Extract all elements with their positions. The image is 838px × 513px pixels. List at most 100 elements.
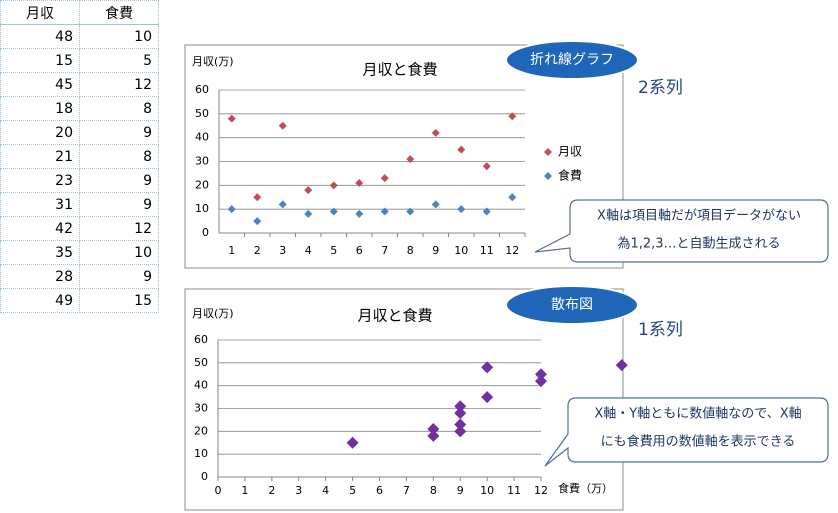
row: 35 10 — [0, 240, 159, 265]
x-tick-label: 8 — [430, 484, 437, 497]
x-tick-label: 1 — [228, 244, 235, 257]
chart-title: 月収と食費 — [362, 61, 437, 79]
x-tick-label: 7 — [381, 244, 388, 257]
callout-text: X軸は項目軸だが項目データがない — [597, 208, 801, 224]
marker — [615, 359, 628, 372]
cell[interactable]: 12 — [79, 72, 159, 97]
marker — [304, 209, 313, 218]
x-tick-label: 5 — [349, 484, 356, 497]
x-tick-label: 12 — [505, 244, 519, 257]
marker — [457, 145, 466, 154]
y-tick-label: 20 — [194, 424, 208, 437]
marker — [380, 207, 389, 216]
callout-text: 為1,2,3…と自動生成される — [617, 236, 780, 252]
cell[interactable]: 21 — [0, 144, 80, 169]
marker — [355, 178, 364, 187]
chart-area — [184, 44, 624, 269]
x-tick-label: 3 — [279, 244, 286, 257]
cell[interactable]: 15 — [79, 288, 159, 313]
y-tick-label: 50 — [194, 356, 208, 369]
marker — [253, 193, 262, 202]
cell[interactable]: 31 — [0, 192, 80, 217]
x-tick-label: 2 — [268, 484, 275, 497]
y-tick-label: 30 — [195, 155, 209, 168]
x-tick-label: 10 — [480, 484, 494, 497]
row: 31 9 — [0, 192, 159, 217]
cell[interactable]: 8 — [79, 144, 159, 169]
x-tick-label: 4 — [322, 484, 329, 497]
marker — [329, 181, 338, 190]
header-cell[interactable]: 月収 — [0, 0, 80, 25]
cell[interactable]: 9 — [79, 264, 159, 289]
header-cell[interactable]: 食費 — [79, 0, 159, 25]
x-tick-label: 4 — [305, 244, 312, 257]
badge — [505, 40, 639, 80]
marker — [431, 128, 440, 137]
callout — [544, 397, 829, 467]
badge-label: 散布図 — [551, 297, 593, 313]
x-tick-label: 1 — [241, 484, 248, 497]
marker — [535, 375, 547, 388]
marker — [278, 121, 287, 130]
marker — [406, 207, 415, 216]
cell[interactable]: 45 — [0, 72, 80, 97]
x-tick-label: 12 — [534, 484, 548, 497]
cell[interactable]: 42 — [0, 216, 80, 241]
series-note: 1系列 — [638, 320, 683, 340]
y-tick-label: 40 — [195, 131, 209, 144]
marker — [329, 207, 338, 216]
marker — [454, 407, 467, 420]
marker — [427, 423, 440, 436]
row: 49 15 — [0, 288, 159, 313]
callout — [534, 199, 829, 263]
y-tick-label: 20 — [195, 178, 209, 191]
badge — [505, 285, 639, 325]
legend-label: 月収 — [558, 145, 582, 159]
y-tick-label: 0 — [202, 226, 209, 239]
y-tick-label: 10 — [195, 202, 209, 215]
row: 28 9 — [0, 264, 159, 289]
marker — [355, 209, 364, 218]
row: 23 9 — [0, 168, 159, 193]
marker — [481, 391, 494, 404]
cell[interactable]: 9 — [79, 168, 159, 193]
marker — [481, 361, 494, 374]
y-tick-label: 30 — [194, 402, 208, 415]
x-tick-label: 11 — [480, 244, 494, 257]
x-tick-label: 6 — [376, 484, 383, 497]
row: 45 12 — [0, 72, 159, 97]
y-tick-label: 40 — [194, 379, 208, 392]
cell[interactable]: 5 — [79, 48, 159, 73]
callout-text: にも食費用の数値軸を表示できる — [601, 434, 796, 450]
marker — [406, 155, 415, 164]
row: 18 8 — [0, 96, 159, 121]
y-tick-label: 50 — [195, 107, 209, 120]
callout-text: X軸・Y軸ともに数値軸なので、X軸 — [594, 406, 801, 422]
marker — [454, 418, 467, 431]
marker — [304, 186, 313, 195]
legend-marker — [544, 172, 552, 180]
cell[interactable]: 10 — [79, 240, 159, 265]
cell[interactable]: 10 — [79, 24, 159, 49]
marker — [454, 400, 467, 413]
cell[interactable]: 23 — [0, 168, 80, 193]
y-tick-label: 60 — [195, 83, 209, 96]
marker — [380, 174, 389, 183]
x-tick-label: 11 — [507, 484, 521, 497]
badge-label: 折れ線グラフ — [530, 52, 614, 68]
cell[interactable]: 35 — [0, 240, 80, 265]
x-tick-label: 6 — [356, 244, 363, 257]
marker — [253, 217, 262, 226]
series-note: 2系列 — [638, 78, 683, 98]
marker — [482, 207, 491, 216]
cell[interactable]: 12 — [79, 216, 159, 241]
row: 月収 食費 — [0, 0, 159, 25]
row: 15 5 — [0, 48, 159, 73]
marker — [427, 429, 440, 442]
cell[interactable]: 49 — [0, 288, 80, 313]
x-tick-label: 2 — [254, 244, 261, 257]
cell[interactable]: 28 — [0, 264, 80, 289]
y-tick-label: 60 — [194, 333, 208, 346]
